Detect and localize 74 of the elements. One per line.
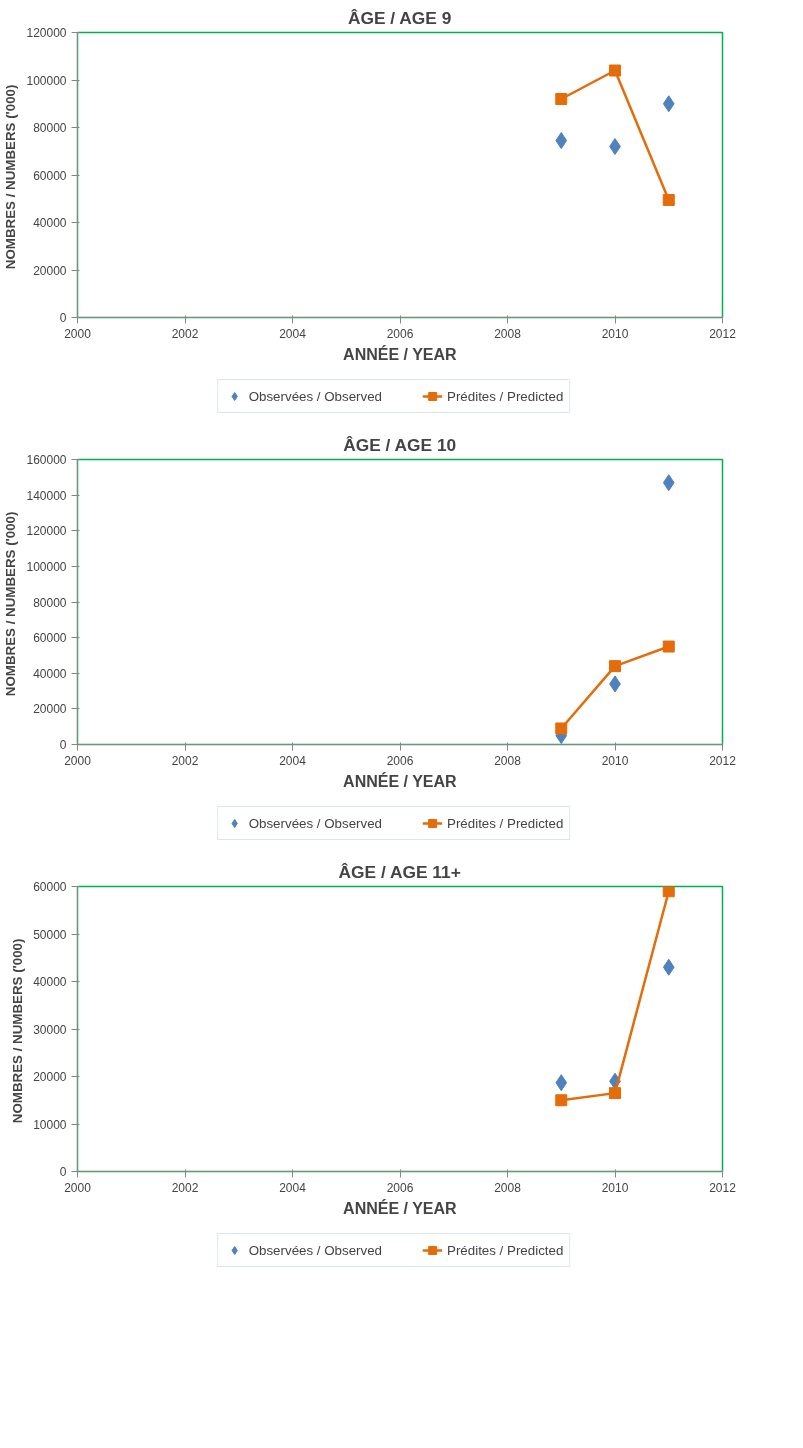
point (609, 138, 621, 155)
y-tick-label: 40000 (33, 975, 67, 989)
y-tick-label: 60000 (33, 168, 67, 183)
y-tick-label: 80000 (33, 121, 67, 135)
legend-label: Prédites / Predicted (447, 388, 564, 404)
x-tick-label: 2002 (171, 1180, 199, 1195)
legend-label: Observées / Observed (248, 815, 383, 831)
point (555, 1074, 568, 1092)
legend-label: Prédites / Predicted (447, 815, 564, 831)
x-tick-label: 2012 (709, 753, 737, 768)
legend-label: Observées / Observed (248, 388, 383, 404)
point (555, 93, 568, 105)
x-tick-label: 2002 (171, 753, 199, 768)
x-tick-label: 2000 (64, 753, 92, 768)
point (555, 722, 568, 735)
x-tick-label: 2004 (279, 326, 307, 341)
point (662, 95, 675, 113)
x-tick-label: 2002 (171, 326, 199, 341)
y-tick-label: 10000 (33, 1117, 67, 1132)
y-tick-label: 140000 (26, 488, 67, 503)
y-tick-label: 30000 (33, 1022, 67, 1037)
y-tick-label: 100000 (26, 559, 67, 574)
point (609, 64, 621, 77)
y-tick-label: 50000 (33, 927, 67, 942)
x-axis-title: ANNÉE / YEAR (343, 771, 458, 790)
x-tick-label: 2012 (709, 326, 737, 341)
y-axis-title: NOMBRES / NUMBERS ('000) (3, 511, 19, 697)
y-tick-label: 20000 (33, 263, 67, 278)
x-tick-label: 2010 (601, 326, 629, 341)
x-axis-title: ANNÉE / YEAR (343, 1198, 458, 1217)
y-axis-title: NOMBRES / NUMBERS ('000) (10, 938, 26, 1124)
x-tick-label: 2000 (64, 326, 92, 341)
y-tick-label: 40000 (33, 216, 67, 230)
x-tick-label: 2008 (494, 753, 522, 768)
y-tick-label: 0 (59, 311, 67, 325)
y-tick-label: 60000 (33, 631, 67, 646)
x-tick-label: 2006 (386, 326, 414, 341)
y-tick-label: 120000 (26, 26, 67, 40)
y-tick-label: 20000 (33, 702, 67, 717)
x-tick-label: 2012 (709, 1180, 737, 1195)
chart-title: ÂGE / AGE 10 (343, 434, 457, 455)
x-tick-label: 2010 (601, 1180, 629, 1195)
y-tick-label: 20000 (33, 1070, 67, 1084)
y-tick-label: 0 (59, 1165, 67, 1179)
point (662, 958, 675, 976)
x-tick-label: 2006 (386, 753, 414, 768)
y-tick-label: 60000 (33, 880, 67, 894)
point (662, 640, 675, 653)
point (555, 1094, 568, 1107)
y-tick-label: 0 (59, 738, 67, 752)
y-tick-label: 160000 (26, 453, 67, 467)
y-tick-label: 40000 (33, 666, 67, 681)
y-tick-label: 100000 (26, 73, 67, 88)
x-axis-title: ANNÉE / YEAR (343, 344, 458, 363)
legend-label: Prédites / Predicted (447, 1242, 564, 1258)
point (662, 886, 675, 898)
point (609, 1087, 621, 1100)
y-axis-title: NOMBRES / NUMBERS ('000) (3, 84, 19, 270)
x-tick-label: 2004 (279, 1180, 307, 1195)
point (662, 474, 675, 492)
chart-title: ÂGE / AGE 9 (348, 7, 452, 28)
chart-title: ÂGE / AGE 11+ (338, 861, 461, 882)
y-tick-label: 120000 (26, 524, 67, 539)
x-tick-label: 2008 (494, 1180, 522, 1195)
y-tick-label: 80000 (33, 595, 67, 610)
x-tick-label: 2000 (64, 1180, 92, 1195)
x-tick-label: 2008 (494, 326, 522, 341)
point (662, 193, 675, 206)
x-tick-label: 2004 (279, 753, 307, 768)
legend-label: Observées / Observed (248, 1242, 383, 1258)
x-tick-label: 2006 (386, 1180, 414, 1195)
x-tick-label: 2010 (601, 753, 629, 768)
point (555, 132, 568, 150)
point (609, 660, 621, 673)
